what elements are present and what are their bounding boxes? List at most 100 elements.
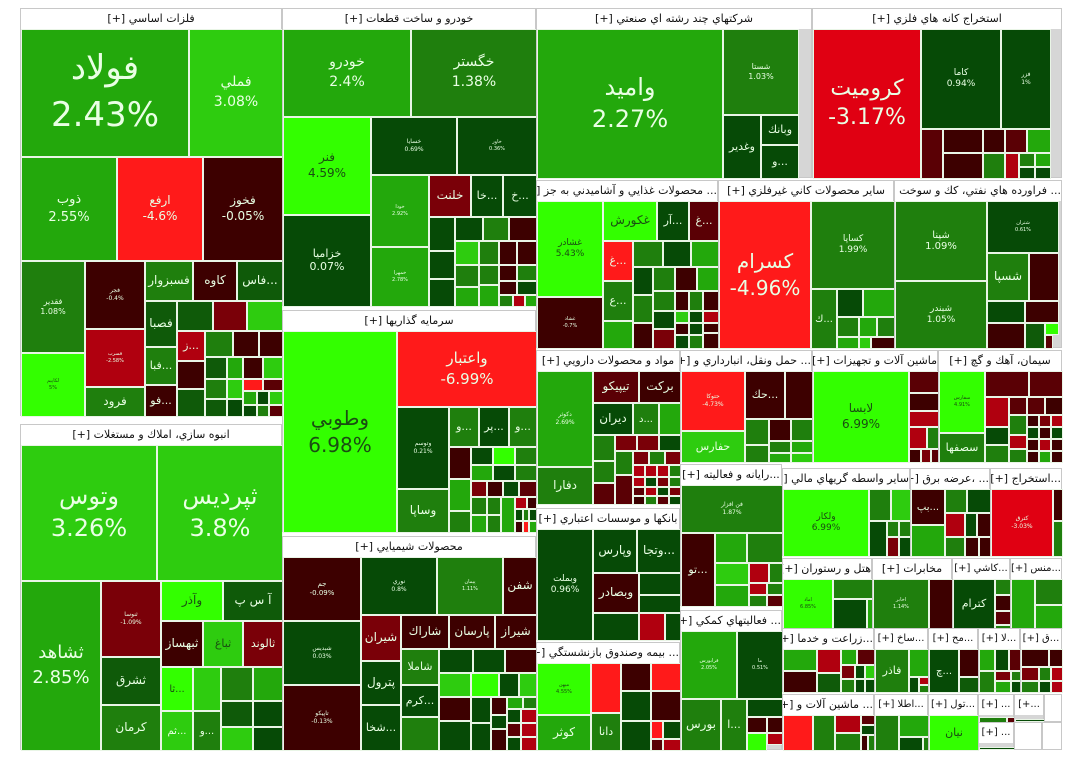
stock-tile[interactable]: [859, 317, 877, 337]
stock-tile[interactable]: [1049, 649, 1063, 667]
stock-tile[interactable]: [429, 217, 455, 251]
stock-tile[interactable]: [205, 357, 227, 379]
stock-tile[interactable]: فزر 1%: [1001, 29, 1051, 129]
stock-tile[interactable]: [253, 701, 283, 727]
stock-tile[interactable]: [205, 331, 233, 357]
stock-tile[interactable]: [507, 709, 521, 723]
stock-tile[interactable]: [1005, 129, 1027, 153]
stock-tile[interactable]: بورس: [681, 699, 721, 751]
stock-tile[interactable]: ...خ: [503, 175, 537, 217]
stock-tile[interactable]: كترام: [953, 579, 995, 629]
stock-tile[interactable]: [1027, 129, 1051, 153]
stock-tile[interactable]: ...تو: [681, 533, 715, 607]
stock-tile[interactable]: [633, 487, 645, 496]
stock-tile[interactable]: [689, 323, 703, 335]
stock-tile[interactable]: [1027, 397, 1045, 415]
stock-tile[interactable]: [1053, 489, 1063, 521]
stock-tile[interactable]: وبملت 0.96%: [537, 529, 593, 641]
stock-tile[interactable]: [505, 649, 537, 673]
stock-tile[interactable]: [1053, 521, 1063, 557]
stock-tile[interactable]: [769, 563, 783, 583]
sector-header[interactable]: مواد و محصولات دارويي [+]: [537, 351, 679, 371]
stock-tile[interactable]: فسبزوار: [145, 261, 193, 301]
stock-tile[interactable]: [841, 649, 857, 665]
stock-tile[interactable]: [987, 301, 1025, 323]
stock-tile[interactable]: [491, 697, 507, 715]
sector-header[interactable]: ... حمل ونقل، انبارداري و [+]: [681, 351, 811, 371]
sector-header[interactable]: ساير واسطه گريهاي مالي [+]: [783, 469, 909, 489]
stock-tile[interactable]: [269, 391, 283, 405]
sector-header[interactable]: ...ق [+]: [1021, 629, 1061, 649]
stock-tile[interactable]: [633, 267, 653, 295]
sector-header[interactable]: ...تول [+]: [929, 695, 977, 715]
stock-tile[interactable]: [1027, 415, 1039, 427]
stock-tile[interactable]: فولاد 2.43%: [21, 29, 189, 157]
stock-tile[interactable]: [855, 665, 865, 679]
stock-tile[interactable]: لکاپیم 5%: [21, 353, 85, 417]
stock-tile[interactable]: [471, 465, 493, 481]
stock-tile[interactable]: [455, 241, 479, 265]
stock-tile[interactable]: ...حك: [745, 371, 785, 419]
stock-tile[interactable]: [863, 289, 895, 317]
stock-tile[interactable]: [985, 371, 1029, 397]
stock-tile[interactable]: ارفع -4.6%: [117, 157, 203, 261]
stock-tile[interactable]: [615, 475, 633, 505]
stock-tile[interactable]: [1035, 579, 1063, 605]
stock-tile[interactable]: [1035, 153, 1051, 167]
stock-tile[interactable]: [1009, 449, 1027, 463]
stock-tile[interactable]: ثبهساز: [161, 621, 203, 667]
stock-tile[interactable]: [449, 479, 471, 511]
stock-tile[interactable]: [871, 337, 895, 349]
stock-tile[interactable]: جم -0.09%: [283, 557, 361, 621]
stock-tile[interactable]: وآذر: [161, 581, 223, 621]
stock-tile[interactable]: وپارس: [593, 529, 637, 573]
stock-tile[interactable]: [813, 715, 835, 751]
sector-header[interactable]: ...لا [+]: [979, 629, 1019, 649]
stock-tile[interactable]: [499, 673, 519, 697]
stock-tile[interactable]: [439, 721, 471, 751]
stock-tile[interactable]: [767, 733, 783, 745]
sector-header[interactable]: ساير محصولات كاني غيرفلزي [+]: [719, 181, 893, 201]
stock-tile[interactable]: فسرب -2.58%: [85, 329, 145, 387]
stock-tile[interactable]: [263, 379, 283, 391]
stock-tile[interactable]: [515, 447, 537, 465]
sector-header[interactable]: ...منس [+]: [1011, 559, 1061, 579]
sector-header[interactable]: ...رايانه و فعاليته [+]: [681, 465, 781, 485]
stock-tile[interactable]: [1051, 427, 1063, 439]
stock-tile[interactable]: [769, 453, 791, 463]
stock-tile[interactable]: [835, 733, 861, 751]
stock-tile[interactable]: [521, 709, 537, 723]
stock-tile[interactable]: [691, 241, 719, 267]
stock-tile[interactable]: [487, 515, 501, 533]
stock-tile[interactable]: [909, 677, 919, 693]
stock-tile[interactable]: ...كرم: [401, 685, 439, 717]
stock-tile[interactable]: [657, 477, 669, 487]
stock-tile[interactable]: [633, 496, 645, 505]
stock-tile[interactable]: [887, 521, 899, 537]
stock-tile[interactable]: نوري 0.8%: [361, 557, 437, 615]
sector-header[interactable]: شركتهاي چند رشته اي صنعتي [+]: [537, 9, 811, 29]
stock-tile[interactable]: [1029, 371, 1063, 397]
stock-tile[interactable]: [837, 289, 863, 317]
stock-tile[interactable]: [507, 737, 521, 751]
stock-tile[interactable]: فاذر: [875, 649, 909, 693]
sector-header[interactable]: هتل و رستوران [+]: [783, 559, 871, 579]
stock-tile[interactable]: كسرام -4.96%: [719, 201, 811, 349]
stock-tile[interactable]: [227, 357, 243, 379]
stock-tile[interactable]: [841, 679, 855, 693]
stock-tile[interactable]: فجر -0.4%: [85, 261, 145, 329]
stock-tile[interactable]: [515, 497, 527, 509]
stock-tile[interactable]: [837, 337, 859, 349]
stock-tile[interactable]: [841, 665, 855, 679]
sector-header[interactable]: ...مح [+]: [929, 629, 977, 649]
stock-tile[interactable]: [471, 497, 487, 515]
stock-tile[interactable]: [517, 281, 537, 295]
stock-tile[interactable]: [515, 465, 537, 481]
stock-tile[interactable]: [817, 649, 841, 673]
sector-header[interactable]: ...استخراج [+]: [991, 469, 1061, 489]
stock-tile[interactable]: [965, 537, 979, 557]
stock-tile[interactable]: [633, 323, 653, 349]
stock-tile[interactable]: [1039, 667, 1051, 681]
sector-header[interactable]: ...ساخ [+]: [875, 629, 927, 649]
stock-tile[interactable]: [767, 595, 783, 607]
